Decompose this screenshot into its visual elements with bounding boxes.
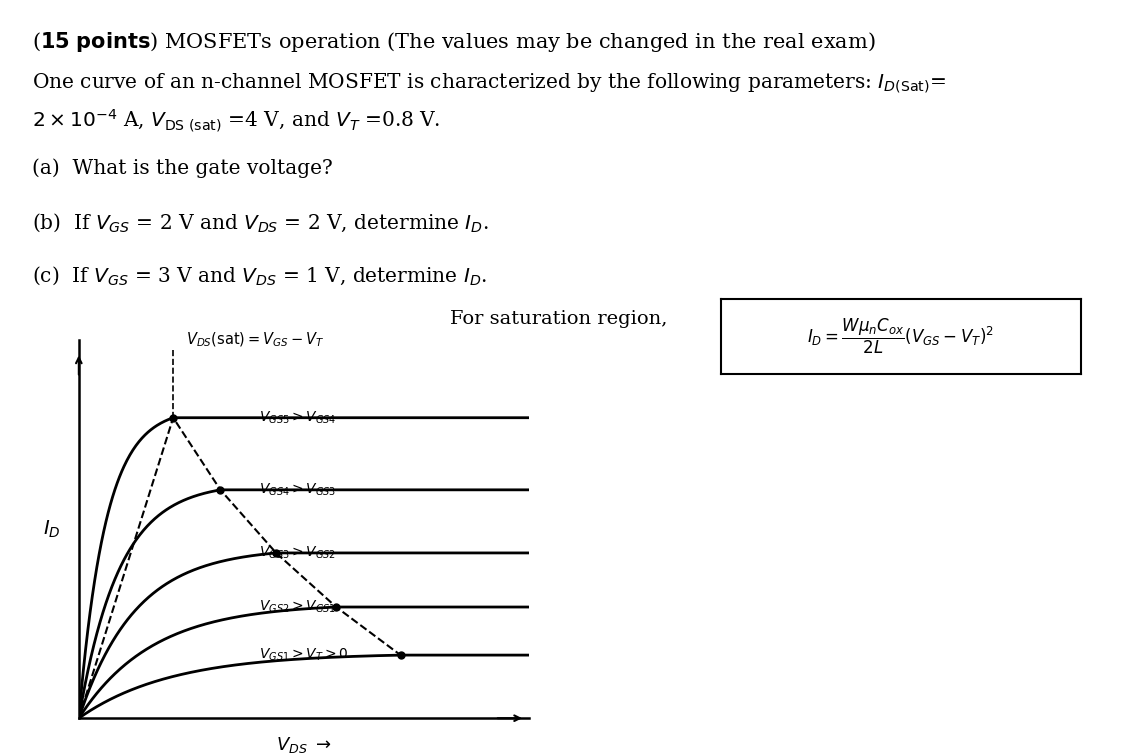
Text: $V_{GS5} > V_{GS4}$: $V_{GS5} > V_{GS4}$ xyxy=(259,410,337,426)
Text: $V_{GS3} > V_{GS2}$: $V_{GS3} > V_{GS2}$ xyxy=(259,545,337,561)
Text: One curve of an n-channel MOSFET is characterized by the following parameters: $: One curve of an n-channel MOSFET is char… xyxy=(32,72,946,95)
Text: $I_D = \dfrac{W\mu_n C_{ox}}{2L}(V_{GS} - V_T)^2$: $I_D = \dfrac{W\mu_n C_{ox}}{2L}(V_{GS} … xyxy=(807,317,994,356)
Text: For saturation region,: For saturation region, xyxy=(450,310,668,328)
Text: $2 \times 10^{-4}$ A, $V_{\mathrm{DS\ (sat)}}$ =4 V, and $V_T$ =0.8 V.: $2 \times 10^{-4}$ A, $V_{\mathrm{DS\ (s… xyxy=(32,108,440,135)
Text: $V_{GS1} > V_T > 0$: $V_{GS1} > V_T > 0$ xyxy=(259,647,348,663)
Text: $V_{GS2} > V_{GS1}$: $V_{GS2} > V_{GS1}$ xyxy=(259,599,337,615)
Text: $V_{DS}$ $\rightarrow$: $V_{DS}$ $\rightarrow$ xyxy=(276,735,332,754)
Text: $V_{GS4} > V_{GS3}$: $V_{GS4} > V_{GS3}$ xyxy=(259,482,337,498)
Text: ($\mathbf{15\ points}$) MOSFETs operation (The values may be changed in the real: ($\mathbf{15\ points}$) MOSFETs operatio… xyxy=(32,30,875,54)
Text: (b)  If $V_{GS}$ = 2 V and $V_{DS}$ = 2 V, determine $I_D$.: (b) If $V_{GS}$ = 2 V and $V_{DS}$ = 2 V… xyxy=(32,212,489,234)
Text: $I_D$: $I_D$ xyxy=(43,519,61,540)
Text: $V_{DS}(\mathrm{sat}) = V_{GS} - V_T$: $V_{DS}(\mathrm{sat}) = V_{GS} - V_T$ xyxy=(186,331,324,349)
Text: (c)  If $V_{GS}$ = 3 V and $V_{DS}$ = 1 V, determine $I_D$.: (c) If $V_{GS}$ = 3 V and $V_{DS}$ = 1 V… xyxy=(32,265,486,287)
Text: (a)  What is the gate voltage?: (a) What is the gate voltage? xyxy=(32,159,332,178)
